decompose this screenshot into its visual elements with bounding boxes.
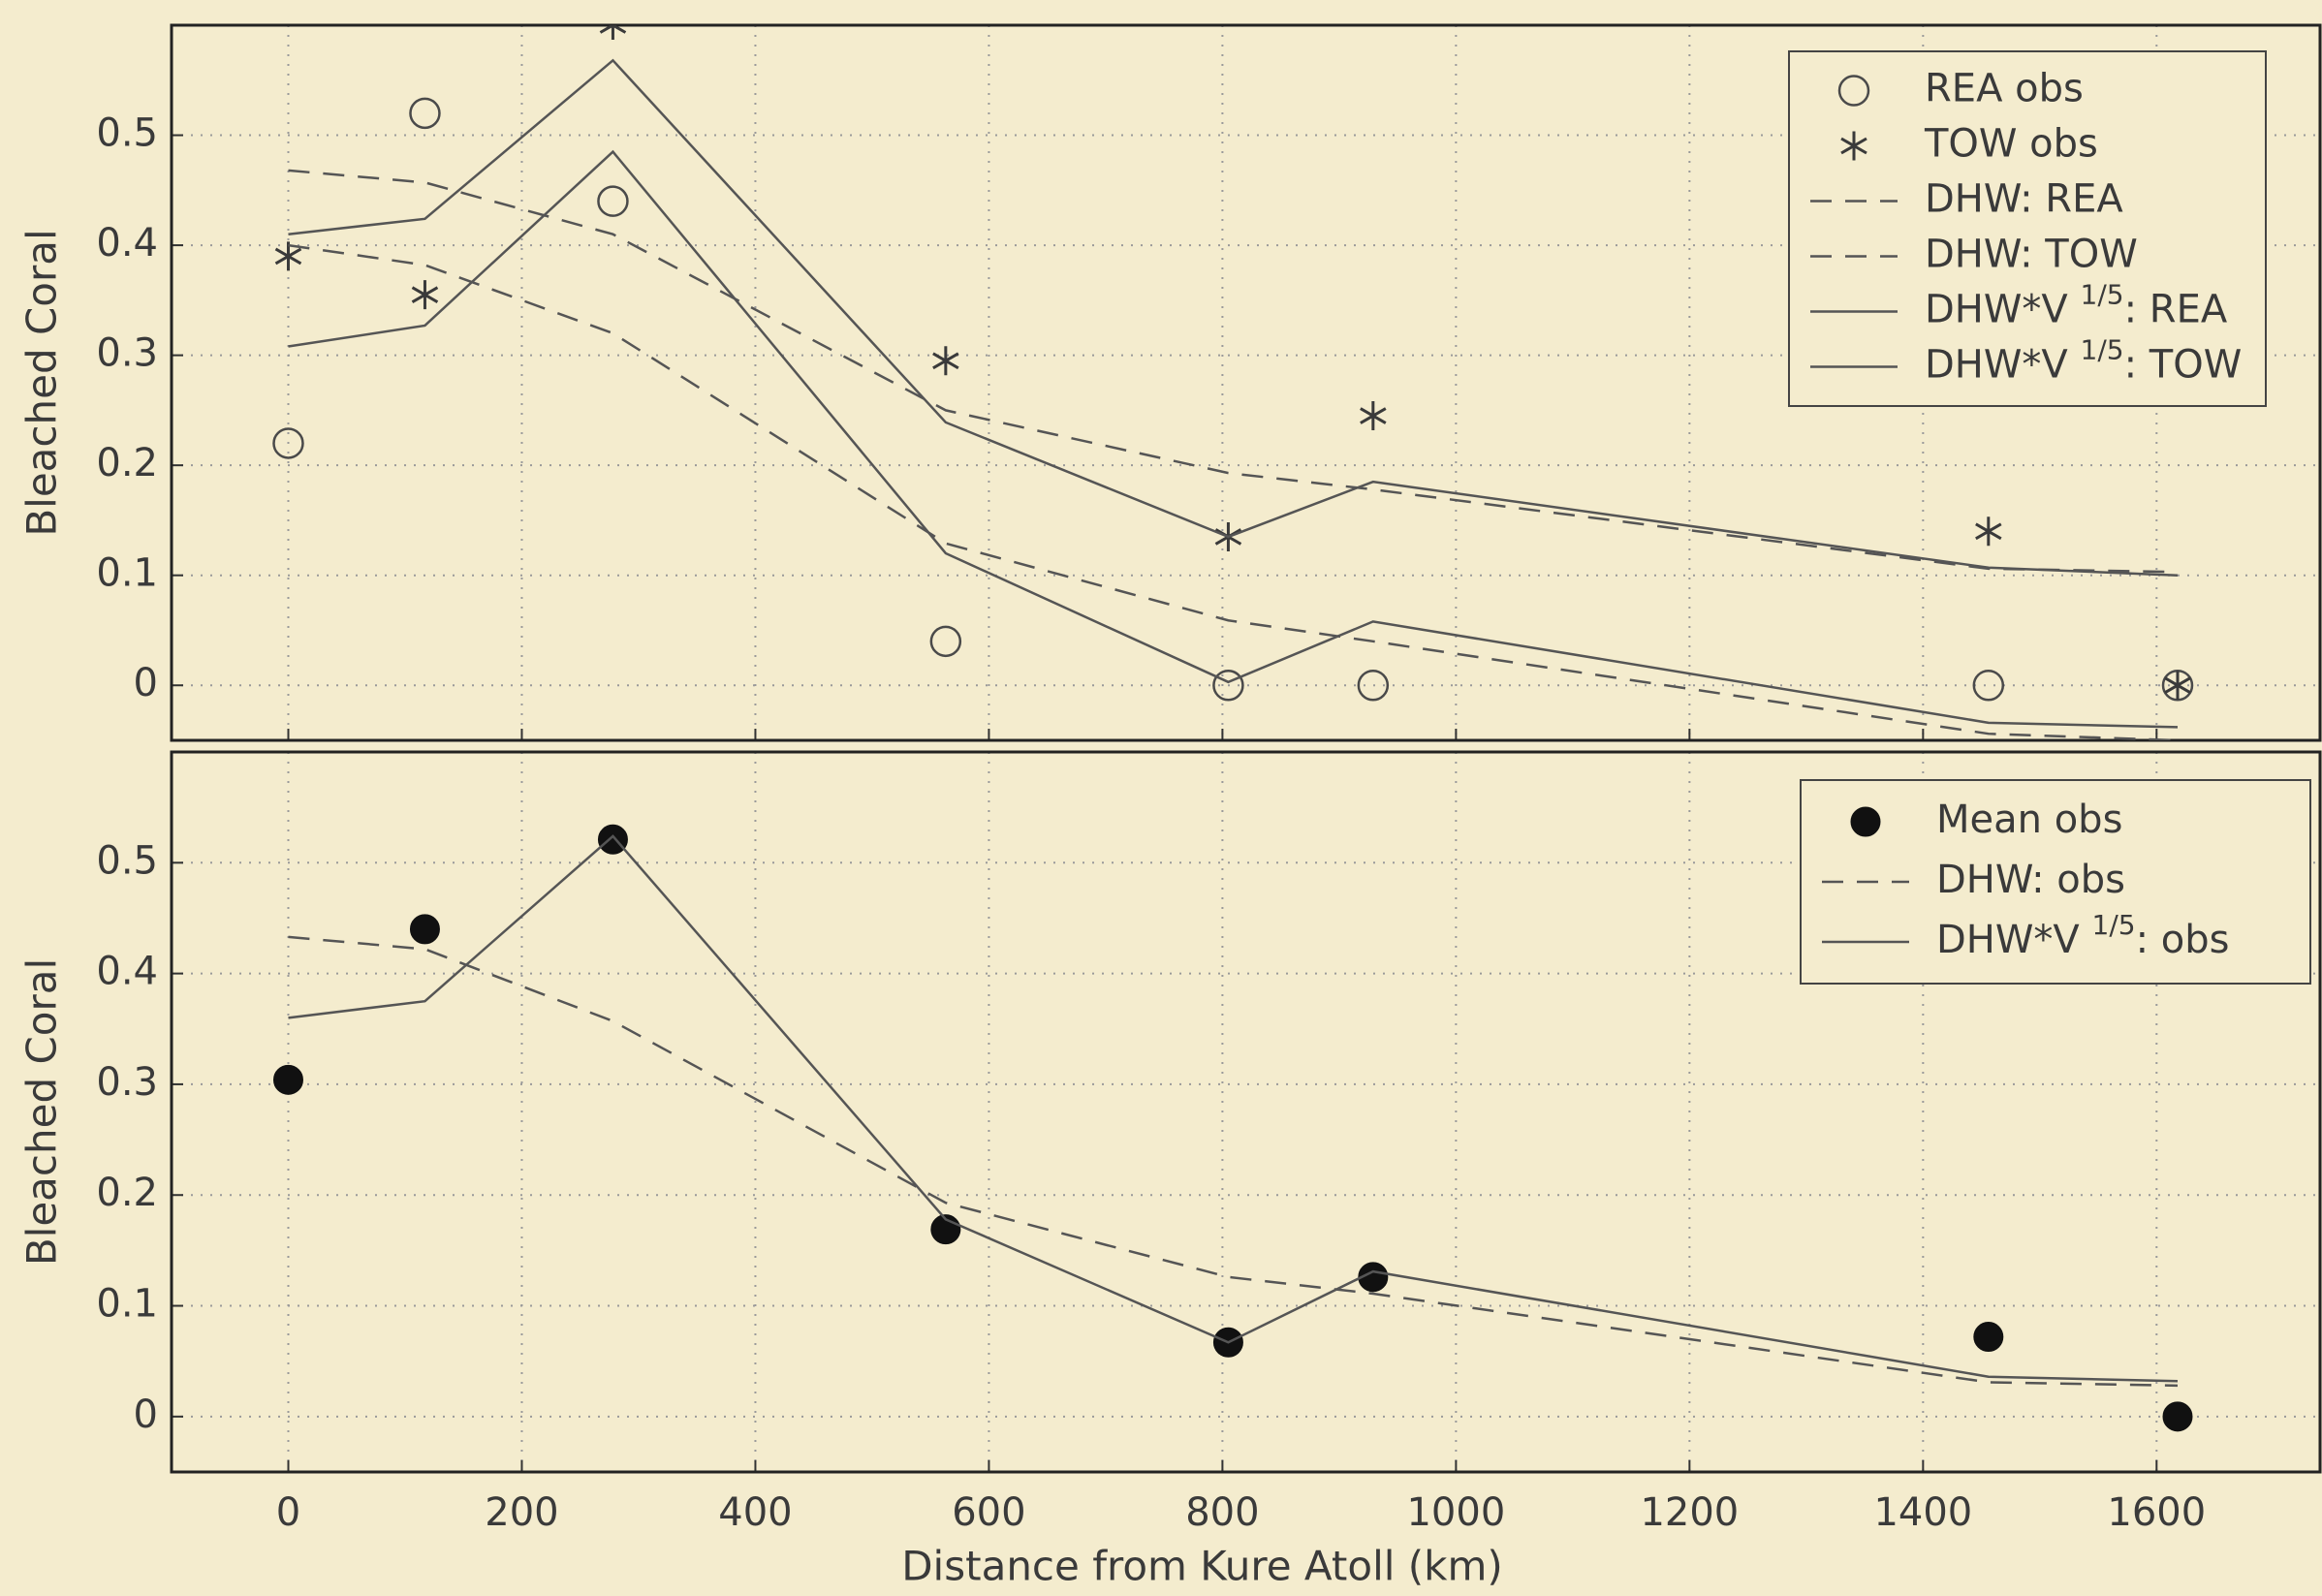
x-tick-label: 1200 <box>1640 1490 1739 1535</box>
y-tick-label: 0.3 <box>96 1060 158 1105</box>
x-tick-label: 600 <box>952 1490 1025 1535</box>
series-line <box>288 243 2179 740</box>
data-point <box>929 625 962 658</box>
data-point <box>2162 1401 2193 1432</box>
data-point <box>597 824 628 855</box>
x-tick-label: 1600 <box>2107 1490 2206 1535</box>
legend-swatch <box>1837 75 1870 107</box>
y-tick-label: 0.5 <box>96 111 158 156</box>
plot-area <box>272 25 2194 740</box>
data-point <box>1358 1262 1389 1293</box>
data-point <box>1975 516 2002 547</box>
series-line <box>288 58 2179 577</box>
legend-label: DHW: obs <box>1936 858 2125 902</box>
legend-label: DHW*V 1/5: obs <box>1936 909 2229 962</box>
y-tick-label: 0.4 <box>96 950 158 994</box>
data-point <box>597 185 629 217</box>
x-tick-label: 1400 <box>1873 1490 1972 1535</box>
y-tick-label: 0.1 <box>96 1282 158 1327</box>
data-point <box>272 427 304 459</box>
data-point <box>409 914 440 945</box>
y-tick-label: 0.1 <box>96 551 158 596</box>
data-point <box>1357 669 1390 702</box>
y-axis-label: Bleached Coral <box>18 958 66 1266</box>
y-tick-label: 0.4 <box>96 221 158 266</box>
legend-box <box>1788 50 2267 407</box>
x-axis-label: Distance from Kure Atoll (km) <box>901 1543 1503 1590</box>
x-tick-label: 400 <box>718 1490 792 1535</box>
y-tick-label: 0.2 <box>96 441 158 485</box>
data-point <box>1360 401 1387 431</box>
data-point <box>274 241 302 271</box>
y-tick-label: 0.2 <box>96 1171 158 1215</box>
data-point <box>1973 1322 2004 1353</box>
series-line <box>288 149 2179 729</box>
y-tick-label: 0.5 <box>96 838 158 883</box>
data-point <box>411 280 439 310</box>
series-line <box>288 169 2179 574</box>
data-point <box>599 25 627 40</box>
axes-frame <box>170 750 2322 1474</box>
y-tick-label: 0 <box>134 661 158 705</box>
data-point <box>1972 669 2005 702</box>
data-point <box>2164 671 2191 701</box>
legend-label: REA obs <box>1925 67 2084 111</box>
series-line <box>288 834 2179 1383</box>
legend-label: Mean obs <box>1936 798 2122 842</box>
x-tick-label: 200 <box>485 1490 558 1535</box>
x-tick-label: 800 <box>1185 1490 1259 1535</box>
data-point <box>1212 669 1244 702</box>
plot-area <box>272 824 2193 1432</box>
legend-label: DHW*V 1/5: TOW <box>1925 334 2242 388</box>
data-point <box>932 346 959 376</box>
y-tick-label: 0 <box>134 1393 158 1437</box>
y-tick-label: 0.3 <box>96 331 158 376</box>
axes-frame <box>170 23 2322 742</box>
legend-swatch <box>1840 131 1867 161</box>
legend-label: TOW obs <box>1924 122 2098 167</box>
legend-label: DHW*V 1/5: REA <box>1925 279 2228 332</box>
x-tick-label: 0 <box>276 1490 300 1535</box>
y-axis-label: Bleached Coral <box>18 229 66 536</box>
legend-label: DHW: REA <box>1925 177 2123 222</box>
legend-swatch <box>1850 806 1881 837</box>
x-tick-label: 1000 <box>1406 1490 1505 1535</box>
series-line <box>288 935 2179 1388</box>
data-point <box>409 97 441 130</box>
data-point <box>272 1064 303 1095</box>
legend-box <box>1800 779 2311 985</box>
legend-label: DHW: TOW <box>1925 233 2138 277</box>
